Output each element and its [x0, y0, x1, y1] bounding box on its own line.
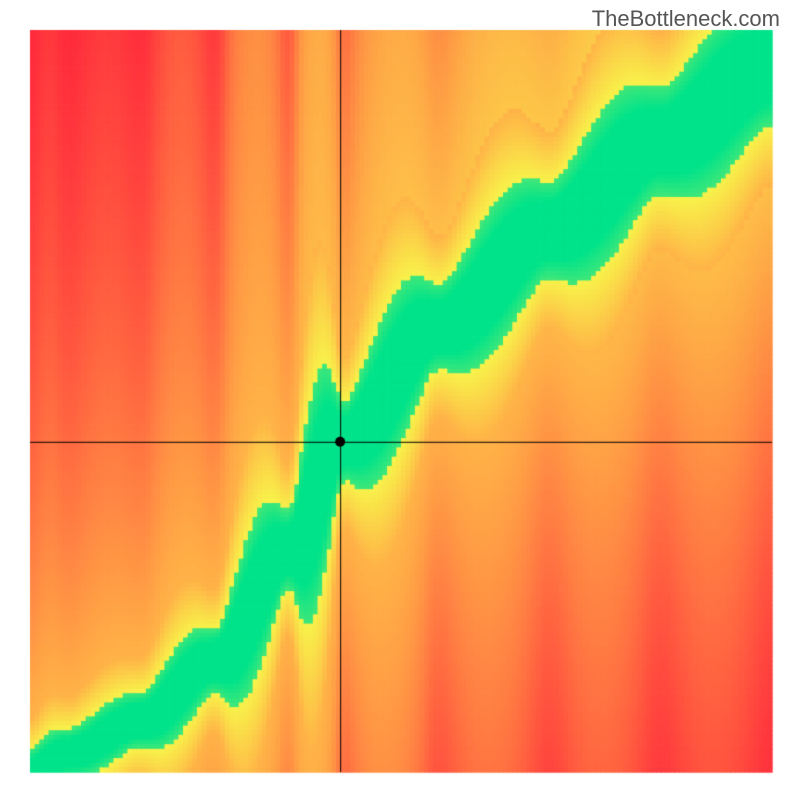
- bottleneck-heatmap: [0, 0, 800, 800]
- chart-container: TheBottleneck.com: [0, 0, 800, 800]
- watermark-text: TheBottleneck.com: [592, 6, 780, 32]
